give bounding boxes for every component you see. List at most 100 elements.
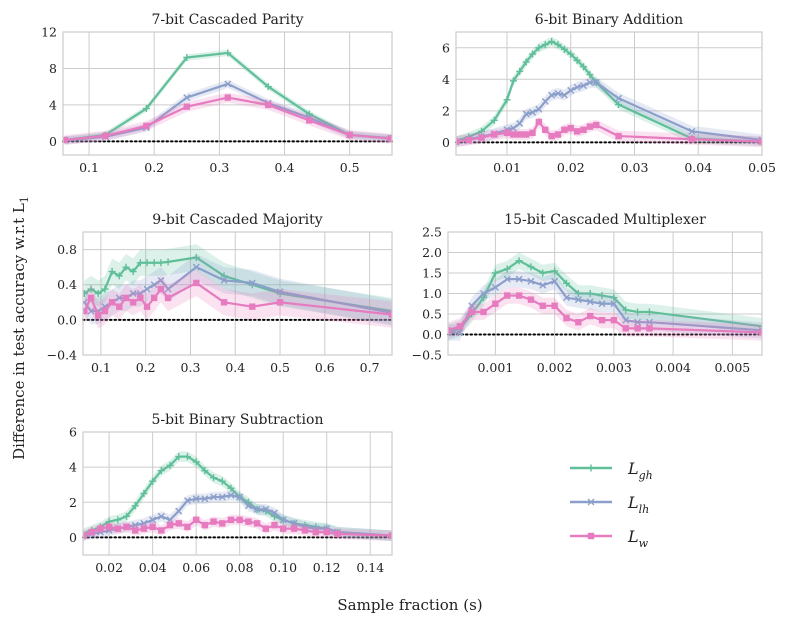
data-point [567, 86, 575, 94]
data-point [83, 532, 87, 539]
data-point [560, 91, 568, 99]
data-point [535, 44, 543, 52]
data-point [586, 123, 594, 130]
data-point [580, 126, 587, 133]
x-tick-label: 0.06 [182, 560, 210, 575]
y-tick-label: −0.4 [47, 348, 77, 363]
data-point [456, 138, 460, 145]
data-point [688, 136, 696, 143]
data-point [491, 269, 499, 277]
data-point [598, 292, 606, 300]
data-point [645, 308, 653, 316]
data-point [192, 263, 200, 271]
data-point [122, 294, 130, 302]
data-point [610, 300, 618, 308]
data-point [593, 121, 600, 129]
data-point [580, 82, 587, 90]
data-point [542, 126, 549, 133]
data-point [183, 103, 190, 110]
data-point [143, 259, 151, 267]
y-tick-label: 0.8 [57, 242, 77, 257]
x-tick-label: 0.7 [360, 360, 380, 375]
x-tick-label: 0.1 [91, 360, 111, 375]
data-point [574, 290, 582, 297]
data-point [132, 527, 139, 534]
panel-title: 5-bit Binary Subtraction [152, 412, 324, 428]
series-Lw [83, 514, 392, 541]
data-point [149, 477, 157, 485]
series-Lw [83, 269, 392, 329]
data-point [562, 279, 570, 287]
data-point [183, 453, 191, 461]
data-point [527, 263, 535, 271]
data-point [539, 269, 547, 277]
data-point [279, 516, 287, 524]
data-point [131, 502, 139, 510]
panel-5: 0.02 0.04 0.06 0.08 0.10 0.12 0.14 0 2 4 6 5-bit Bi… [69, 412, 393, 575]
data-point [548, 91, 556, 99]
data-point [143, 122, 150, 130]
data-point [492, 300, 499, 307]
data-point [622, 316, 630, 324]
x-axis-label: Sample fraction (s) [337, 596, 482, 614]
data-point [262, 505, 270, 513]
data-point [551, 302, 558, 309]
series-line [456, 40, 762, 143]
data-point [567, 50, 575, 58]
x-tick-label: 0.5 [270, 360, 290, 375]
x-tick-label: 0.04 [139, 560, 167, 575]
panel-3: 0.1 0.2 0.3 0.4 0.5 0.6 0.7 −0.4 0.0 0.4 0.8 9-bit … [47, 212, 393, 375]
data-point [245, 518, 252, 525]
data-point [510, 131, 517, 138]
data-point [175, 520, 182, 527]
data-point [515, 275, 523, 283]
x-tick-label: 0.5 [340, 160, 360, 175]
data-point [164, 294, 172, 302]
panel-title: 6-bit Binary Addition [535, 12, 683, 28]
data-point [539, 302, 546, 309]
data-point [175, 507, 183, 515]
plot-frame [447, 231, 763, 356]
data-point [210, 474, 218, 482]
y-tick-label: 0 [69, 530, 77, 545]
data-point [480, 290, 488, 297]
data-point [137, 294, 144, 302]
data-point [108, 268, 116, 276]
legend-label: Lgh [627, 459, 653, 482]
data-point [87, 294, 95, 302]
legend-label: Llh [627, 493, 649, 516]
data-point [192, 253, 200, 261]
data-point [522, 131, 530, 138]
data-point [615, 94, 623, 102]
data-point [509, 124, 517, 132]
data-point [101, 307, 109, 315]
data-point [516, 67, 524, 75]
data-point [95, 312, 102, 319]
data-point [166, 521, 174, 529]
data-point [87, 285, 95, 293]
data-point [515, 292, 523, 299]
data-point [193, 279, 200, 287]
panel-4: 0.001 0.002 0.003 0.004 0.005 −0.5 0.0 0.5 1.0 1.… [412, 212, 763, 375]
data-point [164, 285, 172, 293]
data-point [529, 50, 536, 58]
x-tick-label: 0.004 [655, 360, 691, 375]
x-tick-label: 0.02 [95, 560, 123, 575]
data-point [227, 491, 235, 499]
data-point [539, 281, 547, 289]
data-point [551, 267, 559, 275]
data-point [615, 132, 622, 140]
data-point [598, 300, 606, 308]
data-point [586, 71, 594, 79]
data-point [323, 528, 330, 536]
data-point [478, 127, 485, 135]
data-point [201, 521, 209, 529]
x-tick-label: 0.02 [557, 160, 585, 175]
plot-frame [62, 31, 393, 156]
data-point [567, 124, 574, 132]
x-tick-label: 0.005 [714, 360, 750, 375]
data-point [220, 272, 228, 280]
data-point [615, 101, 623, 109]
data-point [94, 290, 102, 297]
data-point [157, 285, 165, 293]
